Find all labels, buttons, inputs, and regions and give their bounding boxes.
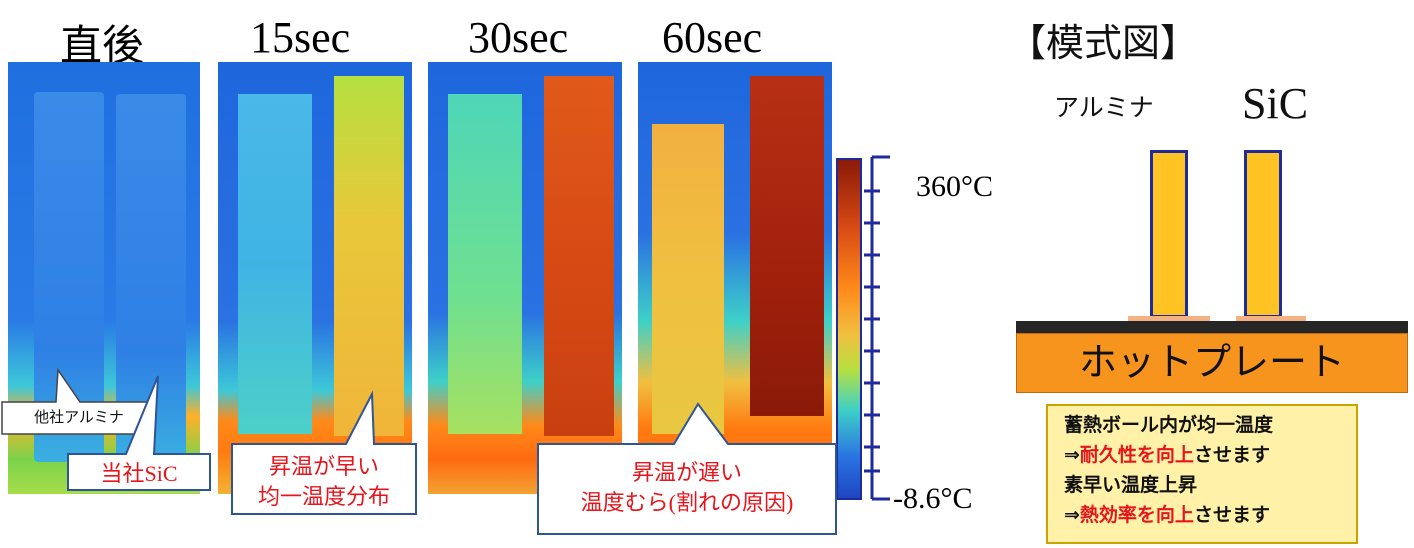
sic-column bbox=[544, 76, 614, 436]
note-line2-highlight: 耐久性を向上 bbox=[1079, 444, 1194, 466]
color-scale-bar bbox=[836, 158, 862, 500]
callout-fast-shape bbox=[231, 390, 417, 515]
label-immediately: 直後 bbox=[60, 21, 145, 70]
note-line4-suffix: させます bbox=[1193, 504, 1270, 526]
schematic-title: 【模式図】 bbox=[1008, 21, 1199, 65]
callout-slow-shape bbox=[537, 402, 837, 535]
schematic-label-alumina: アルミナ bbox=[1054, 93, 1154, 122]
scale-ticks bbox=[864, 155, 890, 501]
sic-ball bbox=[1244, 150, 1282, 318]
hotplate-top bbox=[1016, 321, 1408, 333]
note-line4-prefix: ⇒ bbox=[1064, 504, 1080, 526]
callout-fast-line1: 昇温が早い bbox=[268, 454, 379, 479]
note-line4-highlight: 熱効率を向上 bbox=[1079, 504, 1194, 526]
note-line1: 蓄熱ボール内が均一温度 bbox=[1064, 414, 1274, 436]
label-15sec: 15sec bbox=[250, 13, 351, 62]
sic-column bbox=[750, 76, 824, 416]
thermal-image-30sec bbox=[428, 62, 622, 494]
callout-our-sic: 当社SiC bbox=[100, 461, 178, 486]
label-60sec: 60sec bbox=[662, 13, 763, 62]
scale-min-label: -8.6°C bbox=[893, 482, 973, 515]
scale-max-label: 360°C bbox=[916, 170, 994, 203]
callout-slow-line1: 昇温が遅い bbox=[631, 460, 742, 485]
callout-our-sic-shape bbox=[67, 375, 211, 491]
callout-fast-line2: 均一温度分布 bbox=[257, 484, 390, 509]
schematic-label-sic: SiC bbox=[1242, 79, 1309, 128]
alumina-column bbox=[238, 94, 312, 434]
note-line3: 素早い温度上昇 bbox=[1064, 474, 1198, 496]
alumina-column bbox=[652, 124, 724, 434]
hotplate: ホットプレート bbox=[1016, 333, 1408, 393]
callout-other-alumina-shape bbox=[1, 368, 155, 435]
label-30sec: 30sec bbox=[468, 13, 569, 62]
callout-fast: 昇温が早い 均一温度分布 bbox=[232, 452, 416, 512]
alumina-ball bbox=[1150, 150, 1188, 318]
alumina-contact bbox=[1128, 316, 1210, 322]
callout-other-alumina: 他社アルミナ bbox=[34, 408, 124, 426]
callout-slow-line2: 温度むら(割れの原因) bbox=[580, 490, 794, 515]
thermal-image-15sec bbox=[218, 62, 412, 494]
alumina-column bbox=[448, 94, 522, 434]
thermal-image-60sec bbox=[638, 62, 832, 494]
note-line4: ⇒熱効率を向上させます bbox=[1064, 500, 1356, 530]
note-box: 蓄熱ボール内が均一温度 ⇒耐久性を向上させます 素早い温度上昇 ⇒熱効率を向上さ… bbox=[1046, 404, 1358, 544]
sic-column bbox=[334, 76, 404, 436]
sic-contact bbox=[1236, 316, 1306, 322]
callout-slow: 昇温が遅い 温度むら(割れの原因) bbox=[540, 458, 834, 518]
note-line2: ⇒耐久性を向上させます bbox=[1064, 440, 1356, 470]
note-line2-prefix: ⇒ bbox=[1064, 444, 1080, 466]
note-line2-suffix: させます bbox=[1193, 444, 1270, 466]
